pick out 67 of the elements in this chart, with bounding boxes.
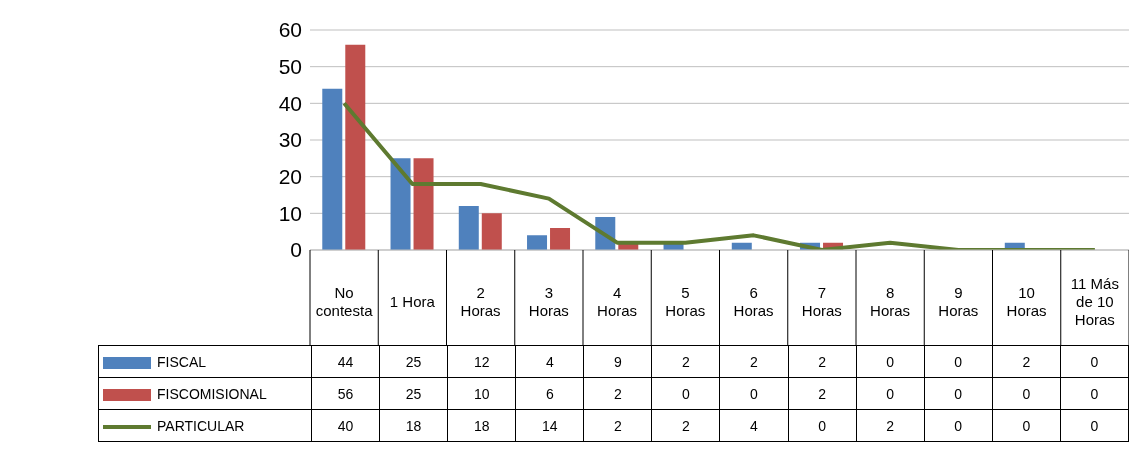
data-label: 0 <box>856 345 925 378</box>
data-label: 4 <box>719 409 789 442</box>
bar <box>550 228 571 250</box>
data-label: 25 <box>379 345 448 378</box>
x-tick-label: 11 Más de 10 Horas <box>1070 274 1119 328</box>
data-label: 10 <box>447 377 516 410</box>
x-tick-label: 4 Horas <box>597 283 638 319</box>
data-label: 12 <box>447 345 516 378</box>
data-label: 0 <box>992 377 1061 410</box>
x-tick-label: 2 Horas <box>460 283 501 319</box>
data-label: 0 <box>651 377 720 410</box>
data-label: 6 <box>515 377 584 410</box>
line-series <box>342 101 1097 250</box>
data-label: 0 <box>788 409 857 442</box>
data-label: 0 <box>924 377 993 410</box>
x-tick-label: 8 Horas <box>870 283 911 319</box>
x-tick-label: No contesta <box>315 283 374 319</box>
y-tick-label: 50 <box>278 55 302 79</box>
data-label: 18 <box>379 409 448 442</box>
data-label: 0 <box>992 409 1061 442</box>
x-tick-label: 9 Horas <box>938 283 979 319</box>
y-tick-label: 0 <box>290 238 302 262</box>
data-label: 2 <box>651 345 720 378</box>
x-tick-label: 5 Horas <box>665 283 706 319</box>
data-label: 44 <box>311 345 380 378</box>
bar <box>322 88 343 250</box>
bar <box>458 206 479 250</box>
y-tick-label: 10 <box>278 201 302 225</box>
data-label: 2 <box>788 377 857 410</box>
data-label: 9 <box>583 345 652 378</box>
data-label: 0 <box>856 377 925 410</box>
legend-label: FISCOMISIONAL <box>98 377 312 410</box>
data-label: 0 <box>924 345 993 378</box>
bar <box>481 213 502 250</box>
data-label: 25 <box>379 377 448 410</box>
y-tick-label: 30 <box>278 128 302 152</box>
x-tick-label: 1 Hora <box>389 292 436 310</box>
x-tick-label: 10 Horas <box>1006 283 1047 319</box>
data-label: 2 <box>583 409 652 442</box>
data-label: 0 <box>1060 377 1129 410</box>
data-label: 14 <box>515 409 584 442</box>
y-tick-label: 40 <box>278 91 302 115</box>
legend-label: FISCAL <box>98 345 312 378</box>
data-label: 2 <box>719 345 789 378</box>
bar <box>345 44 366 250</box>
data-label: 18 <box>447 409 516 442</box>
y-tick-label: 20 <box>278 165 302 189</box>
data-label: 56 <box>311 377 380 410</box>
data-label: 2 <box>651 409 720 442</box>
data-label: 0 <box>1060 345 1129 378</box>
data-label: 0 <box>719 377 789 410</box>
data-label: 40 <box>311 409 380 442</box>
data-label: 0 <box>1060 409 1129 442</box>
data-label: 2 <box>992 345 1061 378</box>
data-label: 2 <box>788 345 857 378</box>
x-tick-label: 7 Horas <box>801 283 842 319</box>
y-tick-label: 60 <box>278 18 302 42</box>
x-tick-label: 3 Horas <box>528 283 569 319</box>
data-label: 0 <box>924 409 993 442</box>
data-label: 4 <box>515 345 584 378</box>
legend-label: PARTICULAR <box>98 409 312 442</box>
data-label: 2 <box>856 409 925 442</box>
x-tick-label: 6 Horas <box>733 283 774 319</box>
bar <box>390 158 411 250</box>
data-label: 2 <box>583 377 652 410</box>
bar <box>527 235 548 250</box>
bar <box>413 158 434 250</box>
